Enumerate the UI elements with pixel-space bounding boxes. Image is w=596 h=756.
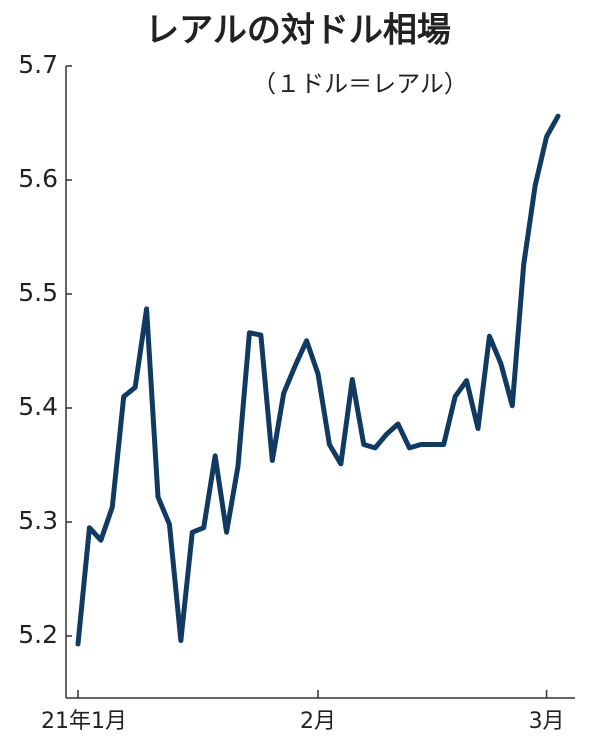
y-tick-label: 5.7 <box>18 50 58 79</box>
x-tick-label: 3月 <box>529 709 565 734</box>
x-tick-label: 21年1月 <box>41 709 127 734</box>
y-tick-label: 5.3 <box>18 506 58 535</box>
y-tick-label: 5.2 <box>18 620 58 649</box>
y-tick-label: 5.4 <box>18 392 58 421</box>
chart-title: レアルの対ドル相場 <box>145 11 451 51</box>
y-tick-label: 5.5 <box>18 278 58 307</box>
data-line <box>75 113 561 647</box>
y-tick-label: 5.6 <box>18 164 58 193</box>
x-tick-label: 2月 <box>300 709 336 734</box>
chart-subtitle: （１ドル＝レアル） <box>252 70 468 98</box>
